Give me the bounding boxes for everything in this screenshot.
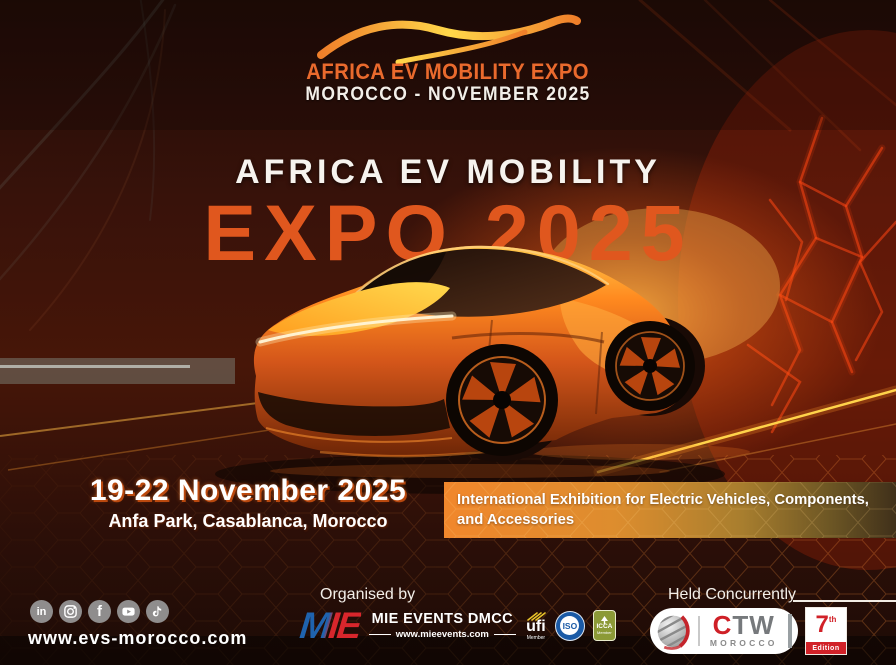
streak-lines-topleft (0, 0, 177, 331)
ufi-wing-icon (527, 611, 546, 621)
linkedin-icon[interactable]: in (30, 600, 53, 623)
headline-line1: AFRICA EV MOBILITY (235, 153, 661, 191)
facebook-icon[interactable]: f (88, 600, 111, 623)
event-info: 19-22 November 2025 Anfa Park, Casablanc… (52, 474, 444, 532)
streak-lines-topright (638, 0, 896, 152)
social-links: in f (30, 600, 169, 623)
edition-number: 7 (815, 611, 829, 638)
edition-label: Edition (806, 642, 846, 654)
organiser-name: MIE EVENTS DMCC (371, 611, 513, 628)
youtube-icon[interactable] (117, 600, 140, 623)
held-concurrently-label: Held Concurrently (668, 586, 797, 603)
banner-text: International Exhibition for Electric Ve… (457, 492, 869, 528)
headline: AFRICA EV MOBILITY EXPO 2025 (0, 153, 896, 277)
icca-badge: ICCA Member (592, 610, 616, 642)
organiser-block: Organised by MIE MIE EVENTS DMCC www.mie… (297, 586, 616, 646)
event-venue: Anfa Park, Casablanca, Morocco (108, 511, 388, 531)
logo-subtitle: MOROCCO - NOVEMBER 2025 (305, 84, 591, 106)
website-link[interactable]: www.evs-morocco.com (28, 628, 248, 648)
organised-by-label: Organised by (320, 586, 416, 603)
ctw-region: MOROCCO (709, 638, 778, 649)
mie-logo: MIE (297, 605, 362, 646)
tiktok-icon[interactable] (146, 600, 169, 623)
icca-tree-icon (600, 615, 608, 624)
held-underline (793, 600, 896, 602)
ufi-member-logo: ufi Member (525, 611, 547, 641)
logo-title: AFRICA EV MOBILITY EXPO (306, 59, 590, 84)
exhibition-banner: International Exhibition for Electric Ve… (444, 482, 896, 538)
instagram-icon[interactable] (59, 600, 82, 623)
event-dates: 19-22 November 2025 (89, 474, 407, 507)
event-logo: AFRICA EV MOBILITY EXPO MOROCCO - NOVEMB… (0, 8, 896, 106)
headline-line2: EXPO 2025 (203, 188, 693, 277)
ctw-logo[interactable]: CTW MOROCCO (650, 608, 798, 654)
car-swoosh-logo-icon (317, 14, 581, 64)
organiser-website[interactable]: www.mieevents.com (395, 629, 489, 641)
ctw-globe-icon (657, 614, 690, 650)
ctw-name: CTW (712, 609, 775, 640)
iso-badge: ISO (555, 611, 584, 640)
held-concurrently-block: Held Concurrently (650, 586, 896, 654)
edition-ordinal: th (828, 615, 837, 624)
